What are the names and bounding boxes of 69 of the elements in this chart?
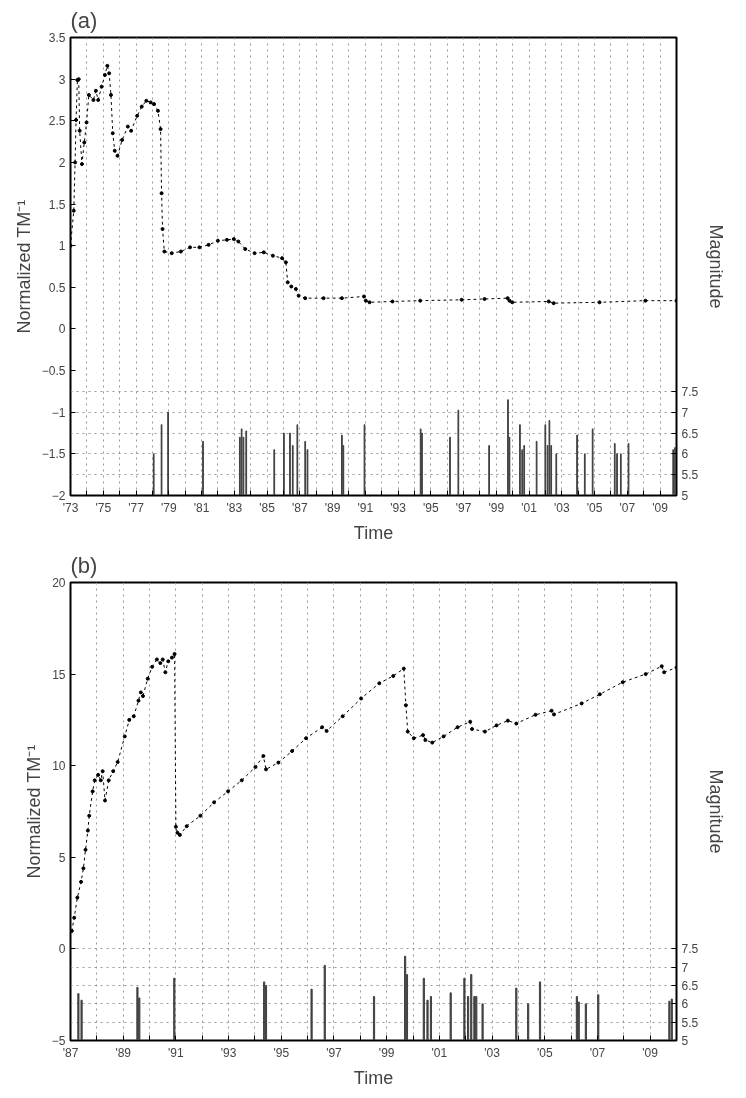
x-tick-label: '05 <box>586 500 603 515</box>
y-tick-label: 5 <box>58 850 66 865</box>
y2-tick-label: 5 <box>681 489 689 503</box>
chart-title: (b) <box>70 552 98 578</box>
y-tick-label: 20 <box>52 576 66 590</box>
y-tick-label: 10 <box>52 759 66 774</box>
x-tick-label: '83 <box>226 500 243 515</box>
y-tick-label: 0 <box>58 322 66 337</box>
y2-tick-label: 7 <box>681 960 689 975</box>
x-tick-label: '73 <box>62 500 79 515</box>
y-tick-label: −1 <box>51 405 66 420</box>
y-tick-label: 0 <box>58 942 66 957</box>
y2-axis-title: Magnitude <box>706 224 727 309</box>
x-tick-label: '01 <box>521 500 538 515</box>
x-tick-label: '89 <box>115 1045 132 1060</box>
x-tick-label: '75 <box>95 500 112 515</box>
x-tick-label: '91 <box>357 500 374 515</box>
y2-tick-label: 5.5 <box>681 1015 699 1030</box>
x-tick-label: '95 <box>423 500 439 515</box>
chart-title: (a) <box>70 7 98 33</box>
x-tick-label: '09 <box>652 500 669 515</box>
y-tick-label: 3.5 <box>48 31 66 45</box>
y2-tick-label: 6 <box>681 447 689 462</box>
y2-tick-label: 6.5 <box>681 979 699 994</box>
y-tick-label: 2 <box>58 155 66 170</box>
y2-tick-label: 5.5 <box>681 468 699 483</box>
x-tick-label: '89 <box>324 500 341 515</box>
x-tick-label: '87 <box>291 500 308 515</box>
x-tick-label: '95 <box>273 1045 290 1060</box>
y-tick-label: 0.5 <box>48 280 66 295</box>
x-tick-label: '97 <box>455 500 472 515</box>
y-tick-label: 2.5 <box>48 114 66 129</box>
y-axis-title: Normalized TM⁻¹ <box>23 744 44 879</box>
x-tick-label: '87 <box>62 1045 79 1060</box>
x-tick-label: '77 <box>128 500 145 515</box>
x-tick-label: '07 <box>619 500 636 515</box>
x-tick-label: '93 <box>390 500 407 515</box>
x-tick-label: '85 <box>259 500 276 515</box>
x-tick-label: '79 <box>160 500 177 515</box>
x-tick-label: '09 <box>642 1045 659 1060</box>
y-tick-label: −2 <box>51 489 66 503</box>
x-tick-label: '05 <box>536 1045 553 1060</box>
x-axis-title: Time <box>353 522 394 543</box>
x-tick-label: '03 <box>484 1045 501 1060</box>
y-tick-label: 1 <box>58 239 66 254</box>
y-tick-label: 15 <box>52 667 66 682</box>
x-tick-label: '01 <box>431 1045 448 1060</box>
x-tick-label: '99 <box>488 500 505 515</box>
y2-axis-title: Magnitude <box>706 769 727 854</box>
y-tick-label: 1.5 <box>48 197 66 212</box>
y-tick-label: −0.5 <box>41 364 66 379</box>
y-axis-title: Normalized TM⁻¹ <box>13 199 34 334</box>
y2-tick-label: 7.5 <box>681 942 699 957</box>
y2-tick-label: 6 <box>681 997 689 1012</box>
y2-tick-label: 5 <box>681 1034 689 1048</box>
x-tick-label: '07 <box>589 1045 606 1060</box>
x-tick-label: '03 <box>554 500 570 515</box>
x-tick-label: '99 <box>378 1045 395 1060</box>
x-tick-label: '81 <box>193 500 210 515</box>
x-tick-label: '97 <box>326 1045 343 1060</box>
y2-tick-label: 6.5 <box>681 426 699 441</box>
y2-tick-label: 7 <box>681 405 689 420</box>
y-tick-label: −1.5 <box>41 447 66 462</box>
y2-tick-label: 7.5 <box>681 384 699 399</box>
y-tick-label: −5 <box>51 1034 66 1048</box>
x-tick-label: '93 <box>220 1045 237 1060</box>
y-tick-label: 3 <box>58 72 66 87</box>
x-axis-title: Time <box>353 1067 394 1088</box>
x-tick-label: '91 <box>168 1045 185 1060</box>
